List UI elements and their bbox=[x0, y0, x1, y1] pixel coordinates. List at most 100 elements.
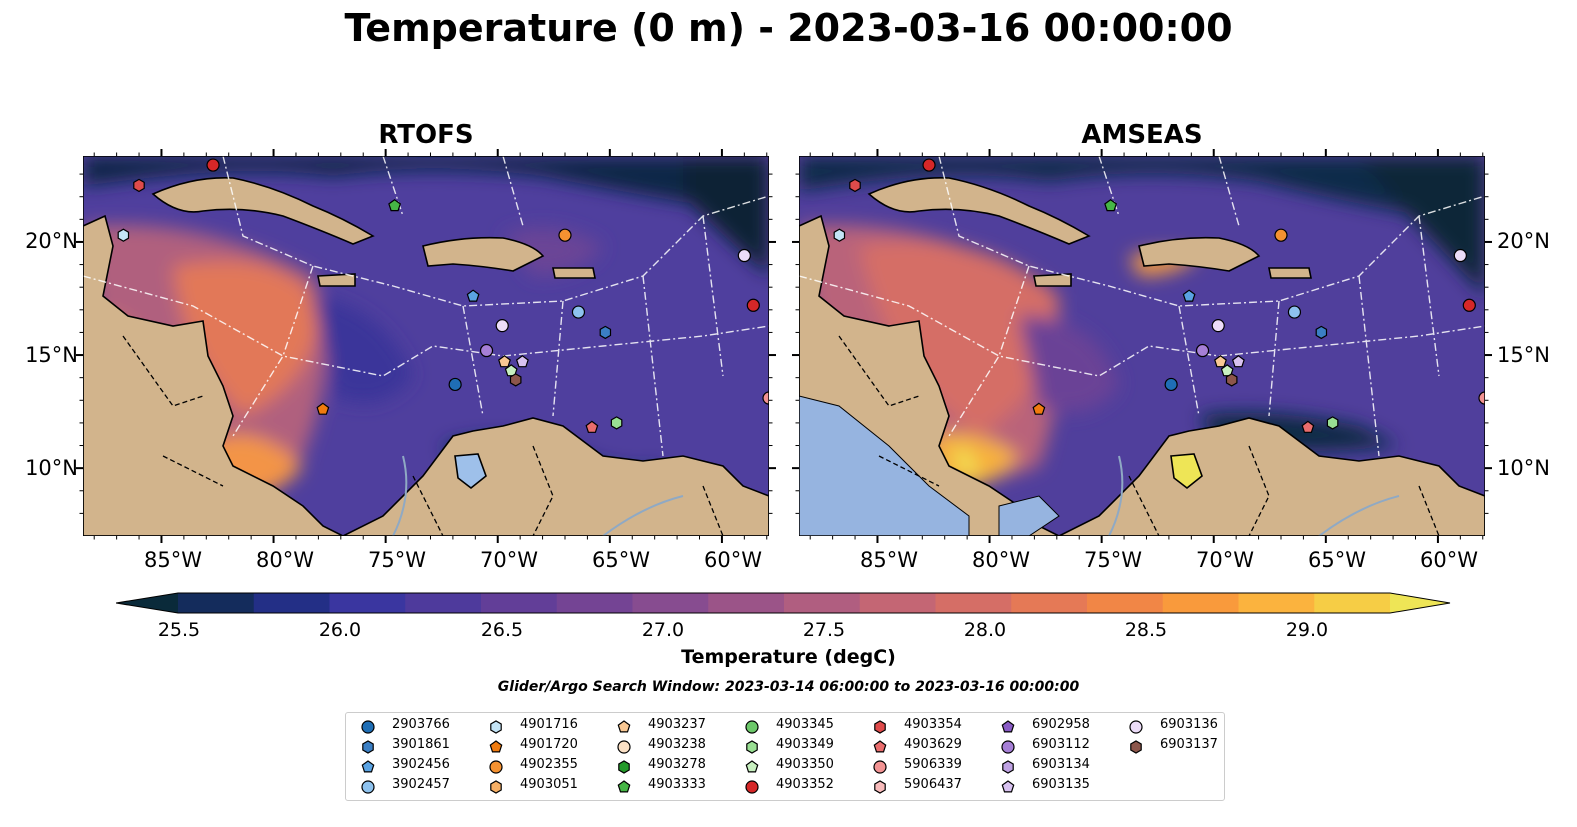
colorbar-segment bbox=[1162, 593, 1240, 613]
float-marker-4903333[interactable] bbox=[388, 199, 402, 212]
float-marker-6903112[interactable] bbox=[479, 343, 494, 358]
legend-label: 4903333 bbox=[648, 777, 706, 792]
lat-label-15n: 15°N bbox=[25, 343, 78, 367]
legend-label: 3901861 bbox=[392, 737, 450, 752]
float-marker-6903136[interactable] bbox=[1211, 319, 1225, 333]
float-marker-5906339[interactable] bbox=[1478, 391, 1485, 405]
legend-marker-icon bbox=[874, 720, 886, 734]
country-borders bbox=[122, 335, 724, 536]
legend-marker-icon bbox=[1129, 720, 1143, 734]
legend-label: 5906339 bbox=[904, 757, 962, 772]
float-marker-6903112[interactable] bbox=[1195, 343, 1210, 358]
lat-label-10n-right: 10°N bbox=[1497, 456, 1550, 480]
float-marker-4901716[interactable] bbox=[833, 228, 846, 242]
lon-label-65w-p2: 65°W bbox=[1308, 548, 1366, 572]
float-marker-4903352[interactable] bbox=[206, 158, 220, 172]
panel-title-amseas: AMSEAS bbox=[1081, 120, 1203, 150]
float-marker-4901720[interactable] bbox=[1032, 402, 1046, 415]
float-marker-4903352[interactable] bbox=[746, 298, 760, 312]
float-marker-4903352[interactable] bbox=[922, 158, 936, 172]
map-panel-amseas[interactable] bbox=[799, 156, 1485, 536]
lon-label-80w: 80°W bbox=[256, 548, 314, 572]
legend-marker-icon bbox=[489, 740, 503, 753]
float-marker-6903137[interactable] bbox=[509, 373, 522, 387]
colorbar-tick: 25.5 bbox=[157, 619, 201, 641]
colorbar-segment bbox=[1011, 593, 1088, 613]
float-marker-4903333[interactable] bbox=[1104, 199, 1118, 212]
legend-label: 4903352 bbox=[776, 777, 834, 792]
float-marker-4903237[interactable] bbox=[498, 355, 511, 368]
country-borders bbox=[838, 335, 1440, 536]
float-marker-4903629[interactable] bbox=[1301, 420, 1315, 433]
float-marker-6903137[interactable] bbox=[1225, 373, 1238, 387]
legend-marker-icon bbox=[873, 760, 887, 774]
float-marker-6903135[interactable] bbox=[515, 355, 529, 368]
colorbar-tick: 27.0 bbox=[641, 619, 685, 641]
float-marker-4903350[interactable] bbox=[1220, 364, 1234, 377]
float-marker-6903136[interactable] bbox=[737, 248, 751, 263]
legend-label: 6903134 bbox=[1032, 757, 1090, 772]
float-marker-4903349[interactable] bbox=[1326, 416, 1339, 430]
float-marker-3902456[interactable] bbox=[466, 289, 480, 302]
lat-label-20n-right: 20°N bbox=[1497, 229, 1550, 253]
river-lines bbox=[1108, 455, 1400, 536]
float-marker-4902355[interactable] bbox=[1274, 228, 1288, 242]
legend-marker-icon bbox=[618, 760, 630, 774]
legend-marker-icon bbox=[489, 760, 503, 774]
colorbar bbox=[116, 592, 1451, 614]
float-marker-4901716[interactable] bbox=[117, 228, 130, 242]
legend-marker-icon bbox=[874, 780, 886, 794]
legend-marker-icon bbox=[490, 780, 502, 794]
legend-label: 4903237 bbox=[648, 717, 706, 732]
lat-label-10n: 10°N bbox=[25, 456, 78, 480]
legend-marker-icon bbox=[873, 740, 887, 753]
float-marker-4903354[interactable] bbox=[133, 178, 145, 193]
panel-title-rtofs: RTOFS bbox=[378, 120, 474, 150]
float-marker-3902457[interactable] bbox=[1287, 305, 1302, 319]
float-marker-6903135[interactable] bbox=[1231, 355, 1245, 368]
float-marker-4901720[interactable] bbox=[316, 402, 330, 415]
float-marker-4903350[interactable] bbox=[504, 364, 518, 377]
float-marker-3901861[interactable] bbox=[1315, 325, 1328, 340]
colorbar-segment bbox=[1087, 593, 1164, 613]
colorbar-segment bbox=[405, 593, 482, 613]
legend-marker-icon bbox=[1001, 720, 1015, 733]
colorbar-segment bbox=[556, 593, 634, 613]
float-marker-3901861[interactable] bbox=[599, 325, 612, 340]
float-marker-4903352[interactable] bbox=[1462, 298, 1476, 312]
legend-label: 6903135 bbox=[1032, 777, 1090, 792]
eez-boundaries bbox=[799, 156, 1485, 457]
float-marker-4903354[interactable] bbox=[849, 178, 861, 193]
legend-marker-icon bbox=[745, 760, 759, 773]
legend-label: 3902457 bbox=[392, 777, 450, 792]
lon-label-70w-p2: 70°W bbox=[1196, 548, 1254, 572]
colorbar-label: Temperature (degC) bbox=[681, 646, 896, 668]
float-marker-4903629[interactable] bbox=[585, 420, 599, 433]
colorbar-extend-low bbox=[116, 593, 178, 613]
float-markers[interactable] bbox=[117, 158, 769, 433]
colorbar-tick: 27.5 bbox=[802, 619, 846, 641]
float-marker-3902457[interactable] bbox=[571, 305, 586, 319]
float-marker-6903136[interactable] bbox=[495, 319, 509, 333]
colorbar-segment bbox=[935, 593, 1012, 613]
legend-label: 4901720 bbox=[520, 737, 578, 752]
colorbar-segment bbox=[708, 593, 785, 613]
float-marker-3902456[interactable] bbox=[1182, 289, 1196, 302]
legend-label: 4903278 bbox=[648, 757, 706, 772]
float-marker-4903349[interactable] bbox=[610, 416, 623, 430]
map-panel-rtofs[interactable] bbox=[83, 156, 769, 536]
float-marker-2903766[interactable] bbox=[1164, 377, 1178, 392]
colorbar-tick: 28.0 bbox=[963, 619, 1007, 641]
float-marker-4903237[interactable] bbox=[1214, 355, 1227, 368]
float-markers[interactable] bbox=[833, 158, 1485, 433]
no-data-region bbox=[799, 395, 1060, 536]
legend-label: 4903629 bbox=[904, 737, 962, 752]
float-marker-5906339[interactable] bbox=[762, 391, 769, 405]
float-marker-4902355[interactable] bbox=[558, 228, 572, 242]
legend-marker-icon bbox=[361, 780, 375, 794]
colorbar-segment bbox=[329, 593, 406, 613]
lon-label-65w: 65°W bbox=[592, 548, 650, 572]
legend-label: 6903136 bbox=[1160, 717, 1218, 732]
float-marker-2903766[interactable] bbox=[448, 377, 462, 392]
float-marker-6903136[interactable] bbox=[1453, 248, 1467, 263]
